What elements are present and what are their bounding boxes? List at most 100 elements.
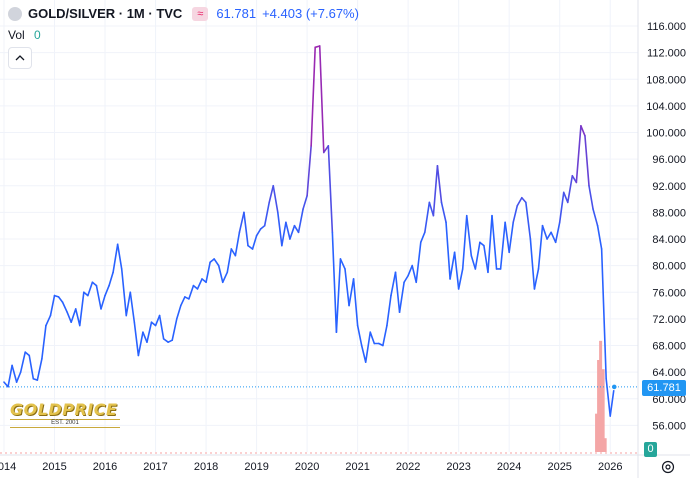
price-line-segment [24,351,31,357]
price-line-segment [196,278,203,290]
price-line-segment [112,243,119,274]
volume-bar [595,413,599,452]
price-line-segment [7,364,13,388]
price-line-segment [575,125,582,184]
price-line-segment [504,221,510,254]
price-line-segment [415,241,422,284]
price-line-segment [394,271,401,314]
volume-legend: Vol 0 [8,28,41,42]
price-line-segment [19,351,27,373]
price-line-segment [352,278,359,327]
price-line-segment [584,135,590,187]
price-line-segment [479,241,485,247]
price-line-segment [499,221,506,270]
legend: GOLD/SILVER · 1M · TVC ≈ 61.781 +4.403 (… [8,6,359,21]
price-line-segment [36,358,43,381]
x-tick-label: 2020 [295,461,319,473]
chevron-up-icon [15,55,25,61]
price-line-segment [398,281,405,314]
price-line-segment [550,231,557,244]
price-line-segment [525,201,532,240]
price-line-segment [268,184,275,204]
price-line-segment [533,268,540,290]
settings-icon[interactable] [660,459,676,475]
price-line-segment [171,318,178,341]
price-line-segment [491,214,498,270]
price-line-segment [302,194,308,210]
price-line-segment [356,324,363,347]
price-line-segment [322,145,330,154]
price-line-segment [263,201,271,227]
price-line-segment [562,191,569,204]
x-tick-label: 2016 [93,461,117,473]
price-line-segment [390,271,397,297]
price-line-segment [61,301,68,314]
price-line-segment [277,211,283,247]
price-line-segment [57,296,64,304]
price-line-segment [516,196,523,207]
logo-subtext: EST. 2001 [10,419,120,428]
legend-title[interactable]: GOLD/SILVER · 1M · TVC [28,6,183,21]
price-line-segment [45,314,52,327]
price-line-segment [487,214,493,274]
price-line-segment [293,224,300,234]
volume-bar [601,369,605,452]
price-line-segment [100,294,106,310]
price-line-segment [335,258,342,333]
volume-bar [603,438,607,452]
price-line-segment [609,386,616,417]
price-line-segment [3,381,9,388]
price-line-segment [150,321,157,327]
y-tick-label: 64.000 [652,367,686,379]
price-line-segment [120,268,128,317]
price-line-segment [234,231,241,257]
volume-bar [599,340,603,452]
y-tick-label: 76.000 [652,287,686,299]
volume-value: 0 [34,28,41,42]
price-line-segment [70,308,77,324]
collapse-legend-button[interactable] [8,47,32,69]
price-line-segment [369,331,376,345]
x-tick-label: 2021 [345,461,369,473]
price-line-segment [137,331,144,357]
price-line-segment [605,377,612,417]
price-line-segment [162,338,169,343]
legend-last-value: 61.781 [216,6,257,21]
price-line-segment [285,221,291,240]
volume-label[interactable]: Vol [8,28,25,42]
price-line-segment [592,208,599,227]
y-tick-label: 80.000 [652,261,686,273]
price-line-segment [327,145,334,234]
price-line-segment [424,201,431,234]
price-line-segment [411,264,418,284]
price-line-segment [364,331,372,363]
price-line-segment [428,201,435,217]
price-line-segment [554,221,561,244]
price-line-segment [558,191,565,224]
price-line-segment [87,281,94,297]
price-line-segment [226,248,233,274]
price-line-segment [541,224,548,240]
goldprice-logo: GOLDPRICE EST. 2001 [10,400,128,428]
price-line-segment [331,231,338,333]
price-line-segment [382,324,388,347]
price-line-segment [403,274,409,284]
flag-icon[interactable]: ≈ [192,6,209,21]
price-line-segment [238,211,245,234]
price-line-segment [453,251,460,290]
price-line-segment [512,204,519,224]
y-tick-label: 112.000 [647,48,686,60]
price-line-segment [192,284,199,290]
price-line-segment [461,214,468,270]
volume-tag: 0 [644,442,657,457]
y-axis: 56.000 60.000 64.000 68.000 72.000 76.000 80.0… [646,21,686,432]
volume-bar [597,360,601,452]
price-line-segment [11,364,18,383]
y-tick-label: 68.000 [652,341,686,353]
price-line-segment [537,224,544,270]
x-tick-label: 2026 [598,461,622,473]
y-tick-label: 116.000 [647,21,686,33]
logo-text: GOLDPRICE [10,400,118,419]
